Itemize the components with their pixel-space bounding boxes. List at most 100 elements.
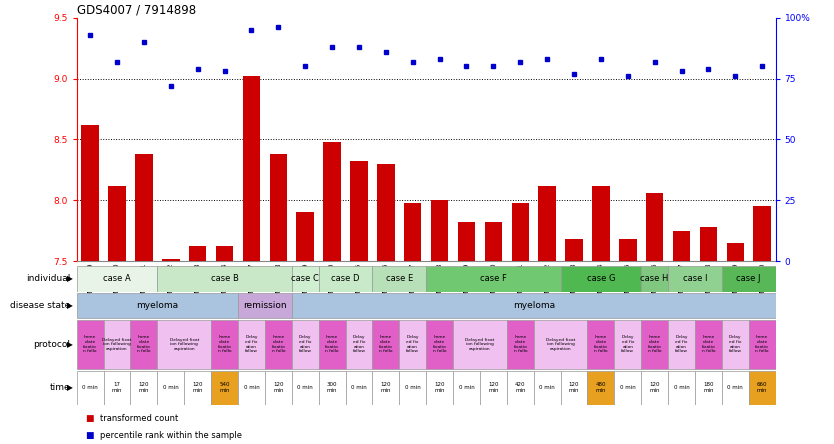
Bar xyxy=(399,371,426,404)
Bar xyxy=(534,371,560,404)
Text: protocol: protocol xyxy=(33,340,70,349)
Text: Imme
diate
fixatio
n follo: Imme diate fixatio n follo xyxy=(648,335,661,353)
Bar xyxy=(108,186,126,261)
Bar xyxy=(431,200,449,261)
Text: Imme
diate
fixatio
n follo: Imme diate fixatio n follo xyxy=(325,335,339,353)
Text: 0 min: 0 min xyxy=(727,385,743,390)
Text: 480
min: 480 min xyxy=(595,382,606,393)
Text: ▶: ▶ xyxy=(67,340,73,349)
Text: 540
min: 540 min xyxy=(219,382,230,393)
Bar xyxy=(158,266,292,292)
Bar xyxy=(77,266,158,292)
Text: ▶: ▶ xyxy=(67,301,73,310)
Bar xyxy=(511,202,529,261)
Bar xyxy=(77,371,103,404)
Bar xyxy=(673,231,691,261)
Bar xyxy=(722,266,776,292)
Text: 0 min: 0 min xyxy=(620,385,636,390)
Bar xyxy=(238,371,265,404)
Text: 300
min: 300 min xyxy=(327,382,337,393)
Bar xyxy=(539,186,556,261)
Text: Imme
diate
fixatio
n follo: Imme diate fixatio n follo xyxy=(218,335,232,353)
Text: 420
min: 420 min xyxy=(515,382,525,393)
Text: case B: case B xyxy=(211,274,239,283)
Bar xyxy=(641,371,668,404)
Bar xyxy=(130,371,158,404)
Bar xyxy=(695,371,722,404)
Bar xyxy=(243,76,260,261)
Bar xyxy=(426,320,453,369)
Text: Delay
ed fix
ation
follow: Delay ed fix ation follow xyxy=(729,335,741,353)
Text: percentile rank within the sample: percentile rank within the sample xyxy=(100,431,242,440)
Text: Delayed fixat
ion following
aspiration: Delayed fixat ion following aspiration xyxy=(546,338,575,351)
Text: remission: remission xyxy=(243,301,287,310)
Bar xyxy=(560,266,641,292)
Bar xyxy=(749,371,776,404)
Bar xyxy=(722,320,749,369)
Bar xyxy=(77,293,238,318)
Text: case I: case I xyxy=(683,274,707,283)
Bar xyxy=(619,239,636,261)
Bar xyxy=(373,371,399,404)
Bar xyxy=(668,320,695,369)
Text: transformed count: transformed count xyxy=(100,414,178,423)
Bar xyxy=(345,320,373,369)
Bar xyxy=(216,246,234,261)
Text: myeloma: myeloma xyxy=(136,301,178,310)
Bar xyxy=(753,206,771,261)
Bar xyxy=(399,320,426,369)
Text: Delay
ed fix
ation
follow: Delay ed fix ation follow xyxy=(675,335,688,353)
Text: case F: case F xyxy=(480,274,507,283)
Text: ▶: ▶ xyxy=(67,383,73,392)
Text: case C: case C xyxy=(291,274,319,283)
Bar xyxy=(485,222,502,261)
Bar xyxy=(345,371,373,404)
Text: Delay
ed fix
ation
follow: Delay ed fix ation follow xyxy=(245,335,258,353)
Text: Imme
diate
fixatio
n follo: Imme diate fixatio n follo xyxy=(594,335,608,353)
Bar xyxy=(103,371,130,404)
Bar xyxy=(480,371,507,404)
Bar xyxy=(77,320,103,369)
Bar xyxy=(507,371,534,404)
Text: myeloma: myeloma xyxy=(513,301,555,310)
Bar xyxy=(426,266,560,292)
Bar xyxy=(426,371,453,404)
Text: 0 min: 0 min xyxy=(674,385,690,390)
Text: individual: individual xyxy=(26,274,70,283)
Text: Imme
diate
fixatio
n follo: Imme diate fixatio n follo xyxy=(514,335,527,353)
Text: 120
min: 120 min xyxy=(650,382,660,393)
Bar xyxy=(507,320,534,369)
Text: Imme
diate
fixatio
n follo: Imme diate fixatio n follo xyxy=(83,335,97,353)
Bar xyxy=(646,193,663,261)
Text: case G: case G xyxy=(586,274,615,283)
Bar xyxy=(373,320,399,369)
Text: 120
min: 120 min xyxy=(488,382,499,393)
Bar xyxy=(292,371,319,404)
Text: Delay
ed fix
ation
follow: Delay ed fix ation follow xyxy=(353,335,365,353)
Text: 0 min: 0 min xyxy=(83,385,98,390)
Text: Imme
diate
fixatio
n follo: Imme diate fixatio n follo xyxy=(137,335,151,353)
Bar xyxy=(103,320,130,369)
Text: 120
min: 120 min xyxy=(273,382,284,393)
Bar xyxy=(641,266,668,292)
Text: case J: case J xyxy=(736,274,761,283)
Text: case E: case E xyxy=(385,274,413,283)
Bar xyxy=(265,371,292,404)
Text: Imme
diate
fixatio
n follo: Imme diate fixatio n follo xyxy=(756,335,769,353)
Text: case A: case A xyxy=(103,274,131,283)
Bar xyxy=(211,371,238,404)
Text: 120
min: 120 min xyxy=(380,382,391,393)
Bar xyxy=(458,222,475,261)
Bar xyxy=(238,320,265,369)
Bar xyxy=(350,161,368,261)
Bar xyxy=(453,371,480,404)
Bar xyxy=(373,266,426,292)
Text: 0 min: 0 min xyxy=(404,385,420,390)
Text: 0 min: 0 min xyxy=(298,385,313,390)
Text: Delay
ed fix
ation
follow: Delay ed fix ation follow xyxy=(406,335,420,353)
Text: time: time xyxy=(49,383,70,392)
Text: 120
min: 120 min xyxy=(138,382,149,393)
Bar xyxy=(615,320,641,369)
Bar xyxy=(135,154,153,261)
Bar xyxy=(534,320,587,369)
